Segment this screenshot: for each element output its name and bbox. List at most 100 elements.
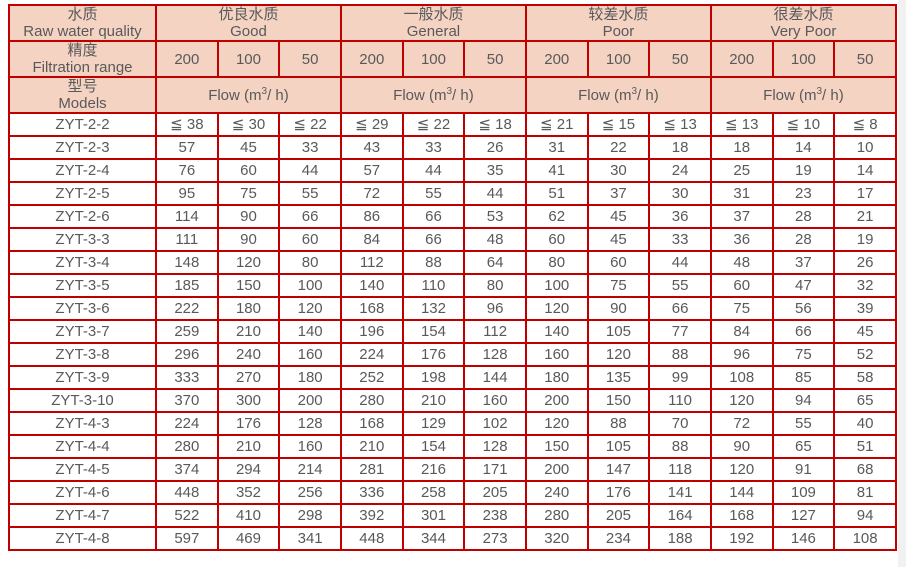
models-zh: 型号 bbox=[67, 78, 98, 95]
flow-value-cell: 14 bbox=[771, 135, 836, 160]
header-row-filtration: 精度 Filtration range 200 100 50 200 100 5… bbox=[8, 40, 897, 78]
table-body: ZYT-2-2 ≦ 38 ≦ 30 ≦ 22 ≦ 29 ≦ 22 ≦ 18 ≦ 21 ≦ 15 ≦… bbox=[8, 112, 897, 551]
flow-value-cell: 111 bbox=[155, 227, 219, 252]
flow-value-cell: 91 bbox=[771, 457, 836, 482]
flow-value-cell: 95 bbox=[155, 181, 219, 206]
model-cell: ZYT-3-9 bbox=[8, 365, 157, 390]
flow-value-cell: 109 bbox=[771, 480, 836, 505]
flow-value-cell: 36 bbox=[648, 204, 712, 229]
flow-value-cell: 114 bbox=[155, 204, 219, 229]
filtration-value: 100 bbox=[216, 40, 281, 78]
flow-value-cell: 18 bbox=[709, 135, 774, 160]
flow-value-cell: ≦ 10 bbox=[771, 112, 836, 137]
flow-value-cell: 72 bbox=[709, 411, 774, 436]
flow-value-cell: 140 bbox=[278, 319, 342, 344]
flow-value-cell: 410 bbox=[216, 503, 281, 528]
flow-value-cell: 210 bbox=[216, 319, 281, 344]
flow-value-cell: 238 bbox=[463, 503, 527, 528]
flow-value-cell: 22 bbox=[586, 135, 651, 160]
table-row: ZYT-4-5 374 294 214 281 216 171 200 147 118 120 91 6… bbox=[8, 457, 897, 482]
flow-value-cell: 55 bbox=[401, 181, 466, 206]
flow-value-cell: 176 bbox=[401, 342, 466, 367]
flow-value-cell: 36 bbox=[709, 227, 774, 252]
model-cell: ZYT-3-5 bbox=[8, 273, 157, 298]
table-row: ZYT-3-7 259 210 140 196 154 112 140 105 77 84 66 45 bbox=[8, 319, 897, 344]
flow-value-cell: 99 bbox=[648, 365, 712, 390]
flow-value-cell: 70 bbox=[648, 411, 712, 436]
flow-value-cell: 37 bbox=[586, 181, 651, 206]
filtration-value: 200 bbox=[524, 40, 589, 78]
flow-value-cell: 374 bbox=[155, 457, 219, 482]
flow-value-cell: 112 bbox=[463, 319, 527, 344]
flow-sup: 3 bbox=[816, 85, 823, 97]
flow-value-cell: 60 bbox=[524, 227, 589, 252]
flow-value-cell: 96 bbox=[709, 342, 774, 367]
flow-value-cell: 48 bbox=[463, 227, 527, 252]
flow-value-cell: 45 bbox=[586, 227, 651, 252]
flow-value-cell: 522 bbox=[155, 503, 219, 528]
flow-value-cell: 90 bbox=[709, 434, 774, 459]
scrollbar-track[interactable] bbox=[898, 0, 906, 567]
flow-value-cell: 198 bbox=[401, 365, 466, 390]
flow-value-cell: 45 bbox=[586, 204, 651, 229]
filtration-en: Filtration range bbox=[32, 59, 133, 76]
flow-value-cell: 72 bbox=[339, 181, 404, 206]
flow-value-cell: 224 bbox=[339, 342, 404, 367]
flow-value-cell: 75 bbox=[216, 181, 281, 206]
flow-value-cell: 76 bbox=[155, 158, 219, 183]
table-header: 水质 Raw water quality 优良水质 Good 一般水质 Gene… bbox=[8, 4, 898, 114]
flow-value-cell: 154 bbox=[401, 434, 466, 459]
flow-value-cell: 17 bbox=[833, 181, 897, 206]
flow-value-cell: 148 bbox=[155, 250, 219, 275]
table-row: ZYT-2-3 57 45 33 43 33 26 31 22 18 18 14 10 bbox=[8, 135, 897, 160]
flow-value-cell: 35 bbox=[463, 158, 527, 183]
flow-prefix: Flow (m bbox=[763, 86, 817, 104]
flow-value-cell: 240 bbox=[524, 480, 589, 505]
flow-value-cell: 300 bbox=[216, 388, 281, 413]
filtration-value: 100 bbox=[771, 40, 836, 78]
flow-value-cell: 44 bbox=[401, 158, 466, 183]
flow-value-cell: 259 bbox=[155, 319, 219, 344]
flow-value-cell: 160 bbox=[278, 342, 342, 367]
flow-value-cell: 80 bbox=[524, 250, 589, 275]
flow-value-cell: 77 bbox=[648, 319, 712, 344]
flow-value-cell: 448 bbox=[339, 526, 404, 551]
flow-value-cell: 19 bbox=[771, 158, 836, 183]
flow-value-cell: 31 bbox=[524, 135, 589, 160]
table-row: ZYT-4-7 522 410 298 392 301 238 280 205 164 168 127… bbox=[8, 503, 897, 528]
flow-value-cell: ≦ 15 bbox=[586, 112, 651, 137]
flow-value-cell: 128 bbox=[278, 411, 342, 436]
flow-value-cell: 65 bbox=[833, 388, 897, 413]
flow-value-cell: 127 bbox=[771, 503, 836, 528]
flow-value-cell: 30 bbox=[586, 158, 651, 183]
flow-suffix: / h) bbox=[267, 86, 289, 104]
flow-value-cell: 45 bbox=[216, 135, 281, 160]
flow-value-cell: 298 bbox=[278, 503, 342, 528]
flow-value-cell: 129 bbox=[401, 411, 466, 436]
table-row: ZYT-3-9 333 270 180 252 198 144 180 135 99 108 85 58 bbox=[8, 365, 897, 390]
raw-water-quality-en: Raw water quality bbox=[23, 23, 142, 40]
flow-suffix: / h) bbox=[637, 86, 659, 104]
flow-value-cell: ≦ 38 bbox=[155, 112, 219, 137]
flow-value-cell: 392 bbox=[339, 503, 404, 528]
flow-value-cell: 43 bbox=[339, 135, 404, 160]
flow-value-cell: 60 bbox=[586, 250, 651, 275]
flow-value-cell: 66 bbox=[278, 204, 342, 229]
flow-value-cell: ≦ 29 bbox=[339, 112, 404, 137]
flow-value-cell: 25 bbox=[709, 158, 774, 183]
flow-value-cell: 23 bbox=[771, 181, 836, 206]
flow-value-cell: 196 bbox=[339, 319, 404, 344]
raw-water-quality-header: 水质 Raw water quality bbox=[8, 4, 157, 42]
flow-value-cell: 75 bbox=[709, 296, 774, 321]
flow-value-cell: 37 bbox=[709, 204, 774, 229]
flow-value-cell: 94 bbox=[833, 503, 897, 528]
flow-value-cell: 19 bbox=[833, 227, 897, 252]
flow-value-cell: 120 bbox=[524, 296, 589, 321]
flow-value-cell: 14 bbox=[833, 158, 897, 183]
flow-value-cell: 144 bbox=[709, 480, 774, 505]
filtration-value: 50 bbox=[278, 40, 342, 78]
flow-value-cell: ≦ 22 bbox=[278, 112, 342, 137]
quality-group-general: 一般水质 General bbox=[339, 4, 527, 42]
flow-value-cell: 102 bbox=[463, 411, 527, 436]
flow-value-cell: 64 bbox=[463, 250, 527, 275]
